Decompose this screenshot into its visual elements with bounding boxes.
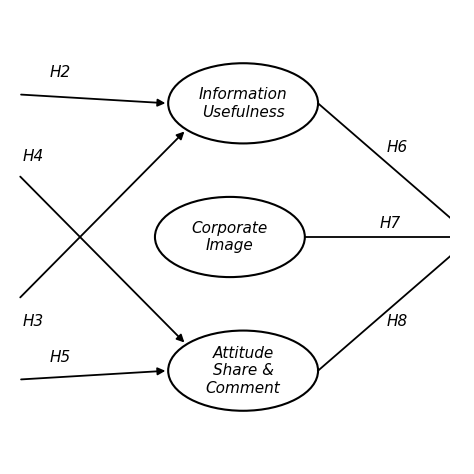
Text: Information
Usefulness: Information Usefulness xyxy=(199,87,287,119)
Text: H8: H8 xyxy=(386,314,408,329)
Text: H4: H4 xyxy=(23,149,44,164)
Text: Corporate
Image: Corporate Image xyxy=(192,221,268,253)
Text: H5: H5 xyxy=(49,350,71,365)
Text: Attitude
Share &
Comment: Attitude Share & Comment xyxy=(206,346,281,396)
Text: H2: H2 xyxy=(49,64,71,80)
Text: H7: H7 xyxy=(380,216,401,231)
Text: H3: H3 xyxy=(23,314,44,329)
Text: H6: H6 xyxy=(386,140,408,155)
